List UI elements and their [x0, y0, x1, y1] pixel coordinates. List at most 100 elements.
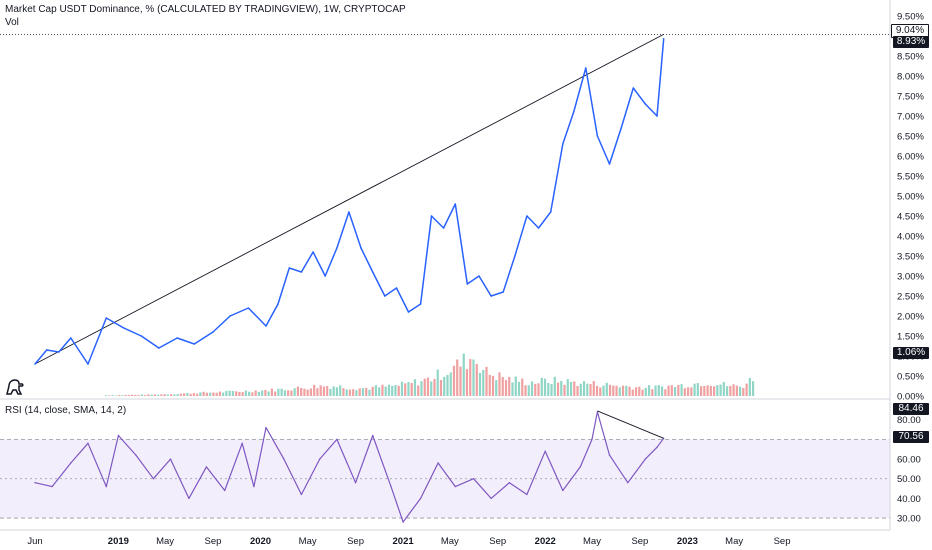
price-point: [247, 307, 250, 309]
volume-bar: [524, 385, 527, 396]
price-point: [87, 363, 89, 365]
volume-bar: [449, 372, 452, 396]
rsi-point: [544, 450, 546, 452]
rsi-point: [591, 438, 593, 441]
volume-bar: [381, 384, 384, 396]
price-point: [395, 287, 398, 289]
volume-bar: [248, 391, 251, 396]
price-axis-tick-label: 3.00%: [897, 272, 924, 283]
volume-bar: [426, 377, 430, 396]
volume-bar: [378, 387, 381, 396]
price-point: [466, 283, 469, 285]
volume-bar: [556, 382, 560, 396]
price-point: [644, 103, 647, 105]
volume-bar: [296, 386, 300, 396]
time-axis-tick-label: 2019: [108, 536, 129, 547]
volume-bar: [543, 378, 547, 396]
volume-bar: [511, 382, 514, 396]
price-trendline: [34, 34, 664, 365]
price-point: [176, 337, 178, 339]
rsi-point: [454, 485, 456, 488]
volume-bar: [456, 359, 459, 396]
volume-bar: [199, 392, 202, 396]
price-point: [324, 275, 326, 277]
volume-bar: [615, 385, 618, 396]
price-point: [70, 337, 72, 339]
volume-bar: [287, 390, 290, 396]
volume-bar: [485, 366, 488, 396]
price-axis-tick-label: 8.00%: [897, 72, 924, 83]
volume-bar: [342, 388, 345, 396]
volume-bar: [114, 395, 117, 396]
price-point: [572, 111, 575, 113]
volume-bar: [124, 394, 127, 396]
volume-bar: [134, 394, 137, 396]
volume-bar: [105, 395, 108, 396]
volume-bar: [251, 392, 254, 396]
price-point: [584, 67, 587, 69]
volume-bar: [527, 385, 530, 396]
volume-bar: [647, 385, 651, 396]
rsi-point: [608, 454, 611, 456]
price-point: [454, 203, 457, 205]
tradingview-logo-icon[interactable]: [4, 376, 26, 396]
price-last-tag: 8.93%: [893, 36, 929, 48]
volume-bar: [326, 385, 329, 396]
volume-bar: [267, 391, 270, 396]
volume-bar: [680, 384, 683, 396]
volume-bar: [111, 395, 114, 396]
volume-bar: [537, 383, 540, 396]
price-point: [34, 363, 36, 365]
volume-bar: [514, 376, 517, 396]
price-point: [265, 325, 267, 327]
volume-bar: [231, 390, 234, 396]
price-point: [371, 271, 374, 273]
volume-bar: [212, 392, 215, 396]
volume-bar: [478, 373, 482, 396]
rsi-point: [152, 478, 155, 480]
volume-bar: [274, 391, 277, 396]
price-axis-tick-label: 1.50%: [897, 332, 924, 343]
price-point: [212, 331, 214, 333]
volume-bar: [553, 376, 556, 396]
volume-bar: [498, 372, 501, 396]
volume-bar: [706, 385, 709, 396]
time-axis-tick-label: May: [583, 536, 601, 547]
volume-bar: [482, 369, 485, 396]
volume-bar: [140, 394, 143, 396]
volume-bar: [521, 378, 524, 396]
price-point: [300, 271, 303, 273]
volume-bar: [657, 385, 660, 396]
time-axis-tick-label: 2020: [250, 536, 271, 547]
price-axis-tick-label: 7.50%: [897, 92, 924, 103]
volume-bar: [244, 390, 248, 396]
volume-bar: [209, 392, 212, 396]
volume-bar: [469, 359, 472, 396]
volume-bar: [667, 385, 670, 396]
volume-bar: [319, 385, 322, 396]
price-axis-tick-label: 5.50%: [897, 172, 924, 183]
price-point: [561, 143, 564, 145]
rsi-point: [437, 462, 439, 464]
volume-bar: [391, 385, 394, 396]
volume-bar: [530, 381, 534, 396]
volume-bar: [222, 392, 225, 396]
volume-bar: [638, 386, 641, 396]
price-point: [193, 343, 196, 345]
volume-bar: [488, 374, 491, 396]
rsi-point: [223, 489, 226, 492]
price-point: [383, 295, 386, 297]
rsi-point: [51, 485, 53, 488]
volume-bar: [446, 374, 449, 396]
volume-bar: [215, 392, 218, 396]
volume-bar: [202, 391, 205, 396]
volume-bar: [579, 383, 582, 396]
volume-bar: [443, 376, 446, 396]
rsi-point: [205, 466, 208, 468]
rsi-point: [319, 458, 321, 460]
rsi-point: [188, 497, 190, 500]
rsi-point: [644, 458, 647, 460]
rsi-point: [70, 462, 72, 464]
volume-bar: [589, 384, 592, 396]
